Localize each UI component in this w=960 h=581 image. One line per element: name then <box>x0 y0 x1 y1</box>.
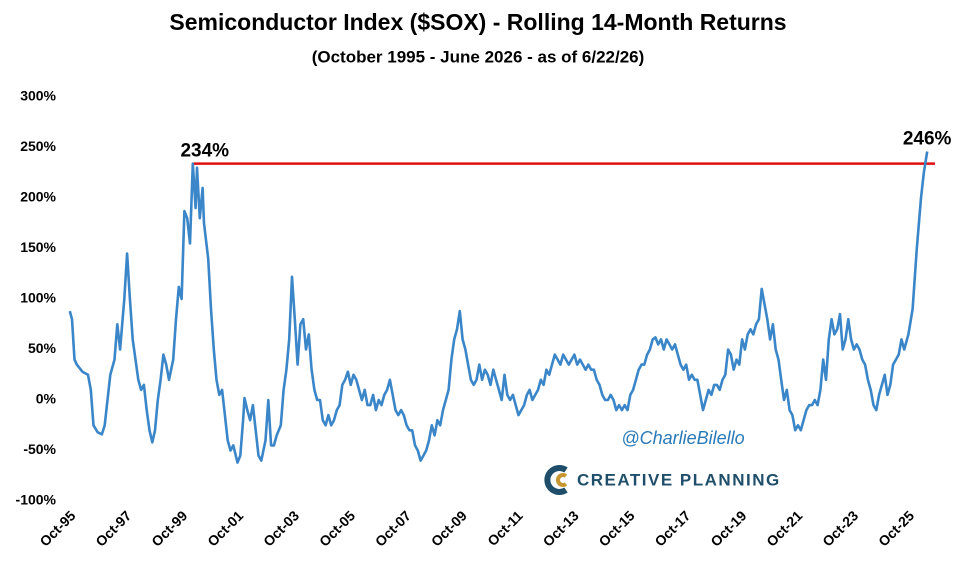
y-tick-label: -100% <box>16 492 57 508</box>
annotation: 246% <box>903 129 952 150</box>
y-tick-label: -50% <box>23 441 56 457</box>
y-tick-label: 150% <box>20 239 56 255</box>
data-line <box>68 151 929 464</box>
y-tick-label: 0% <box>36 391 57 407</box>
y-tick-label: 50% <box>28 340 57 356</box>
y-tick-label: 200% <box>20 189 56 205</box>
logo-mark <box>544 465 568 495</box>
y-tick-label: 300% <box>20 88 56 104</box>
watermark-brand: CREATIVE PLANNING <box>577 470 781 489</box>
logo-mark <box>556 473 568 487</box>
chart-title: Semiconductor Index ($SOX) - Rolling 14-… <box>169 9 786 35</box>
y-tick-label: 250% <box>20 138 56 154</box>
logo <box>544 465 568 495</box>
y-tick-label: 100% <box>20 290 56 306</box>
watermark-handle: @CharlieBilello <box>621 428 744 448</box>
annotation: 234% <box>180 141 229 162</box>
chart-subtitle: (October 1995 - June 2026 - as of 6/22/2… <box>312 47 645 66</box>
